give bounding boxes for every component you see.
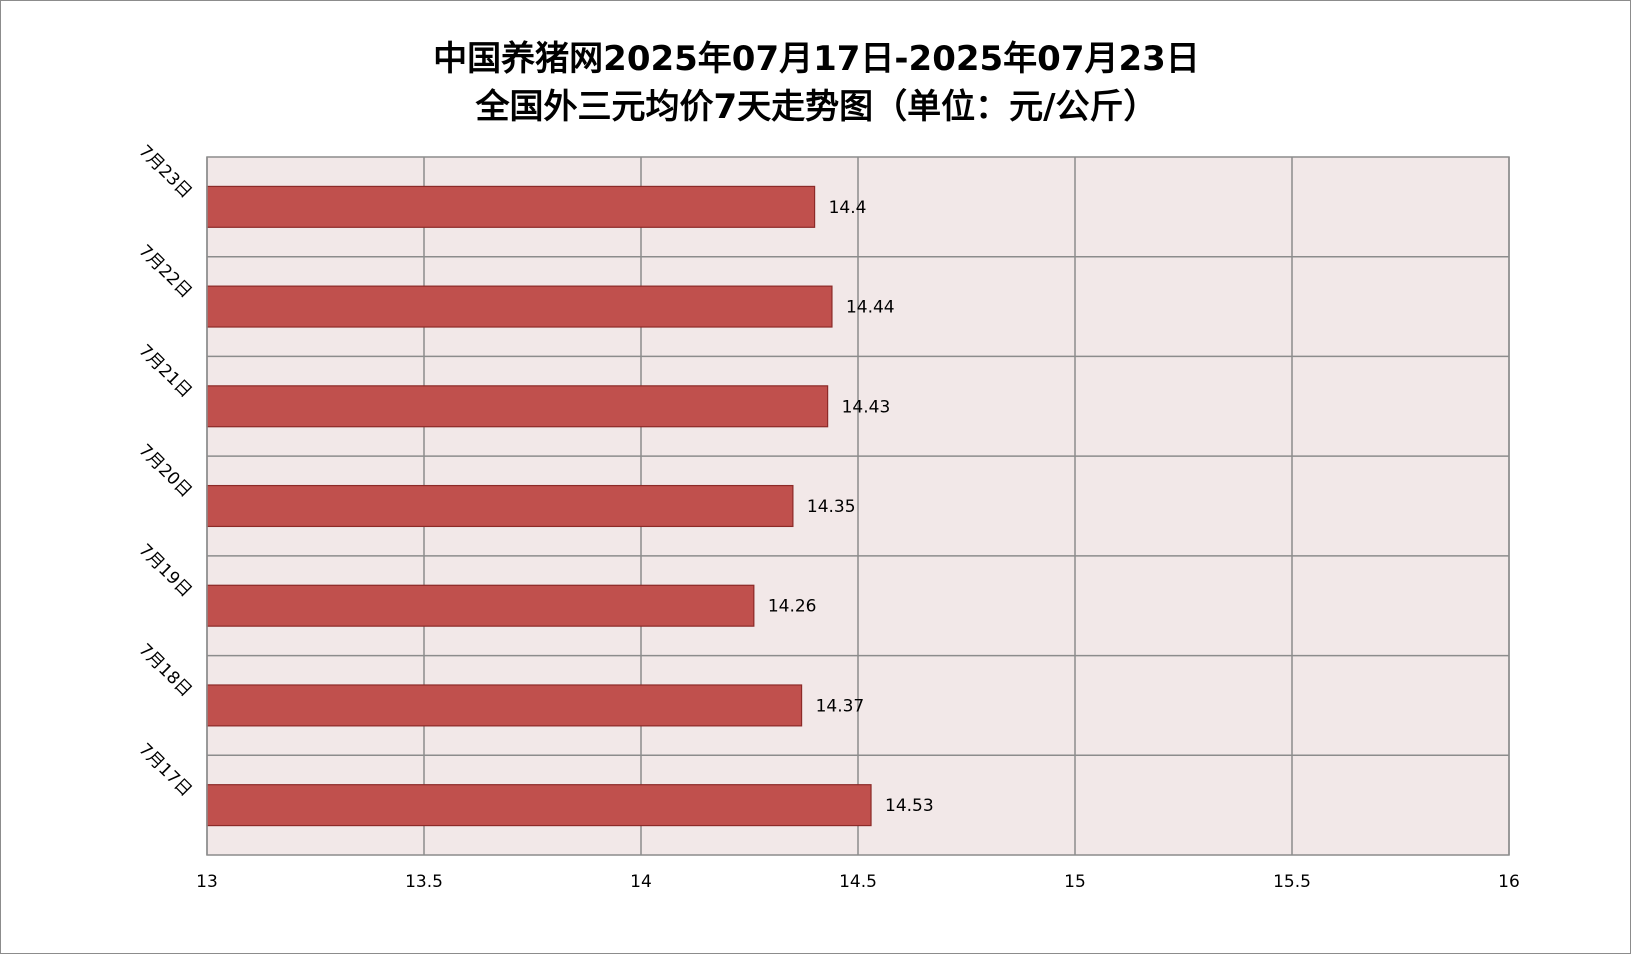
y-tick-label: 7月23日 — [134, 141, 195, 202]
y-tick-label: 7月22日 — [134, 241, 195, 302]
x-axis: 13 13.5 14 14.5 15 15.5 16 — [196, 872, 1520, 892]
x-tick-label: 14.5 — [839, 872, 877, 892]
x-tick-label: 16 — [1498, 872, 1520, 892]
y-tick-label: 7月21日 — [134, 341, 195, 402]
x-tick-label: 15 — [1064, 872, 1086, 892]
data-labels: 14.53 14.37 14.26 14.35 14.43 14.44 14.4 — [768, 198, 934, 816]
data-label: 14.4 — [829, 198, 867, 218]
bar — [206, 285, 833, 328]
data-label: 14.53 — [885, 796, 934, 816]
bar — [206, 484, 794, 528]
x-tick-label: 13 — [196, 872, 218, 892]
data-label: 14.44 — [846, 298, 895, 318]
bar-series — [206, 185, 872, 827]
x-tick-label: 15.5 — [1273, 872, 1311, 892]
y-tick-label: 7月17日 — [134, 740, 195, 801]
data-label: 14.26 — [768, 597, 817, 617]
x-tick-label: 14 — [630, 872, 652, 892]
data-label: 14.43 — [842, 397, 891, 417]
x-tick-label: 13.5 — [405, 872, 443, 892]
bar — [206, 185, 816, 228]
bar — [206, 584, 755, 627]
bar — [206, 385, 829, 428]
y-tick-label: 7月20日 — [134, 441, 195, 502]
chart-title: 中国养猪网2025年07月17日-2025年07月23日 — [433, 39, 1200, 79]
data-label: 14.35 — [807, 497, 856, 517]
bar — [206, 684, 803, 727]
bar — [206, 784, 872, 827]
horizontal-gridlines — [207, 255, 1509, 757]
data-label: 14.37 — [816, 696, 865, 716]
y-tick-label: 7月18日 — [134, 640, 195, 701]
y-tick-label: 7月19日 — [134, 540, 195, 601]
y-axis: 7月17日 7月18日 7月19日 7月20日 7月21日 7月22日 7月23日 — [134, 141, 195, 800]
plot-border — [206, 156, 1510, 856]
chart-subtitle: 全国外三元均价7天走势图（单位：元/公斤） — [475, 87, 1158, 127]
